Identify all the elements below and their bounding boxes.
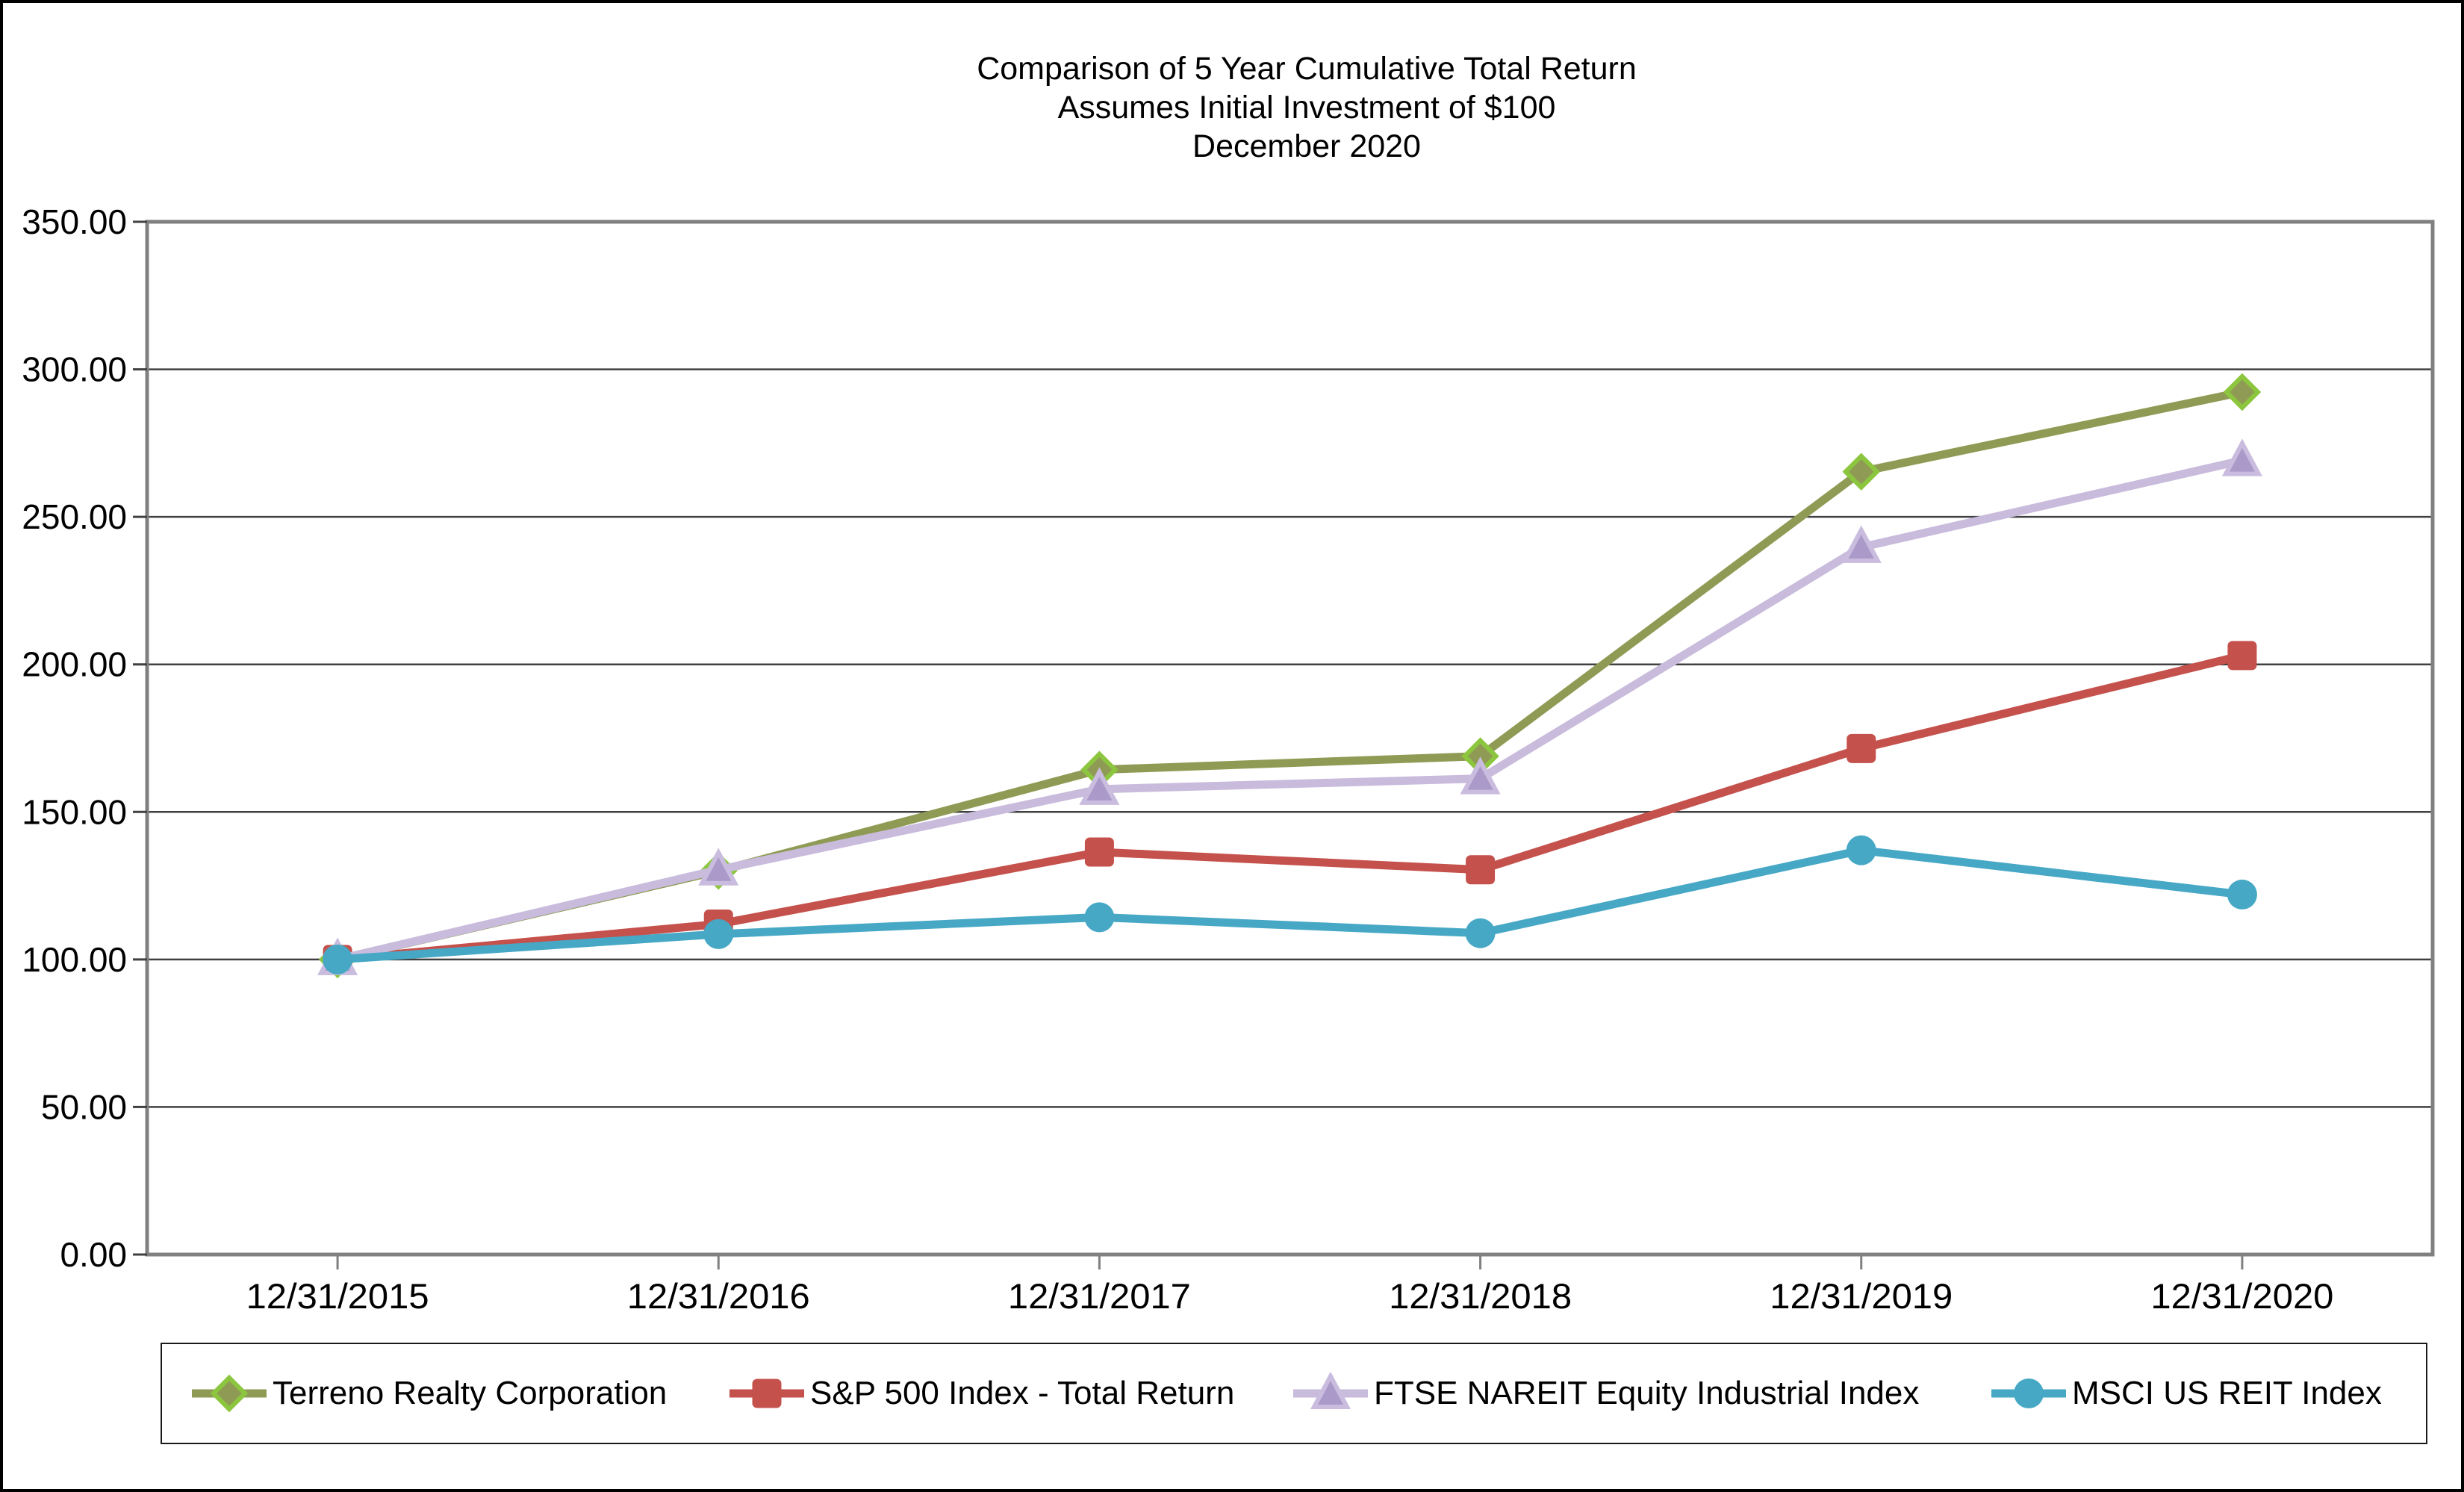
x-tick-label: 12/31/2015 xyxy=(246,1276,429,1316)
triangle-marker xyxy=(2221,438,2262,476)
legend: Terreno Realty Corporation S&P 500 Index… xyxy=(161,1343,2427,1444)
chart-title: Comparison of 5 Year Cumulative Total Re… xyxy=(164,49,2449,166)
circle-marker xyxy=(1465,918,1496,948)
diamond-marker xyxy=(2223,373,2262,411)
series-line-2 xyxy=(333,456,2247,964)
triangle-legend-marker-icon xyxy=(1293,1371,1368,1414)
diamond-legend-glyph xyxy=(192,1374,267,1413)
triangle-marker xyxy=(1841,525,1882,563)
square-marker xyxy=(1084,837,1114,867)
y-tick-label: 250.00 xyxy=(22,497,127,536)
circle-marker xyxy=(2227,879,2257,910)
triangle-marker xyxy=(1460,756,1501,795)
diamond-marker xyxy=(210,1374,249,1413)
x-tick-label: 12/31/2018 xyxy=(1389,1276,1572,1316)
square-marker xyxy=(1466,855,1496,885)
circle-marker xyxy=(323,944,353,975)
y-tick-label: 350.00 xyxy=(22,202,127,241)
series-line-1 xyxy=(333,651,2247,964)
circle-marker xyxy=(1084,902,1115,933)
square-legend-marker-icon xyxy=(729,1373,804,1414)
x-tick-label: 12/31/2020 xyxy=(2150,1276,2333,1316)
series-line-0 xyxy=(333,388,2247,964)
legend-item-ftse-nareit: FTSE NAREIT Equity Industrial Index xyxy=(1293,1344,1919,1443)
triangle-marker xyxy=(1310,1371,1351,1409)
chart-title-line3: December 2020 xyxy=(1192,128,1421,164)
diamond-legend-marker-icon xyxy=(192,1373,267,1414)
legend-item-terreno: Terreno Realty Corporation xyxy=(192,1344,667,1443)
triangle-legend-glyph xyxy=(1293,1371,1368,1409)
y-tick-label: 200.00 xyxy=(22,645,127,684)
square-legend-glyph xyxy=(729,1378,804,1408)
circle-marker xyxy=(1846,835,1876,865)
legend-item-msci-reit: MSCI US REIT Index xyxy=(1991,1344,2382,1443)
x-tick-label: 12/31/2019 xyxy=(1770,1276,1953,1316)
x-tick-label: 12/31/2017 xyxy=(1008,1276,1191,1316)
y-tick-label: 0.00 xyxy=(60,1235,127,1274)
legend-label: FTSE NAREIT Equity Industrial Index xyxy=(1374,1375,1920,1411)
triangle-marker xyxy=(698,848,739,886)
chart-title-line1: Comparison of 5 Year Cumulative Total Re… xyxy=(977,51,1637,87)
legend-label: Terreno Realty Corporation xyxy=(273,1375,668,1411)
x-tick-label: 12/31/2016 xyxy=(627,1276,810,1316)
legend-label: MSCI US REIT Index xyxy=(2072,1375,2382,1411)
legend-label: S&P 500 Index - Total Return xyxy=(810,1375,1235,1411)
circle-marker xyxy=(2014,1378,2044,1408)
y-tick-label: 100.00 xyxy=(22,940,127,979)
y-tick-label: 50.00 xyxy=(41,1087,127,1126)
chart-title-line2: Assumes Initial Investment of $100 xyxy=(1057,90,1556,125)
y-tick-label: 150.00 xyxy=(22,792,127,831)
y-tick-label: 300.00 xyxy=(22,350,127,389)
diamond-marker xyxy=(1842,453,1880,491)
square-marker xyxy=(2227,641,2257,671)
circle-legend-glyph xyxy=(1991,1378,2066,1408)
legend-item-sp500: S&P 500 Index - Total Return xyxy=(729,1344,1234,1443)
triangle-marker xyxy=(1079,767,1120,805)
square-marker xyxy=(1847,733,1876,763)
plot-border xyxy=(145,220,2435,1257)
series-line-3 xyxy=(333,846,2247,964)
square-marker xyxy=(752,1378,782,1408)
circle-marker xyxy=(703,918,734,949)
circle-legend-marker-icon xyxy=(1991,1373,2066,1414)
